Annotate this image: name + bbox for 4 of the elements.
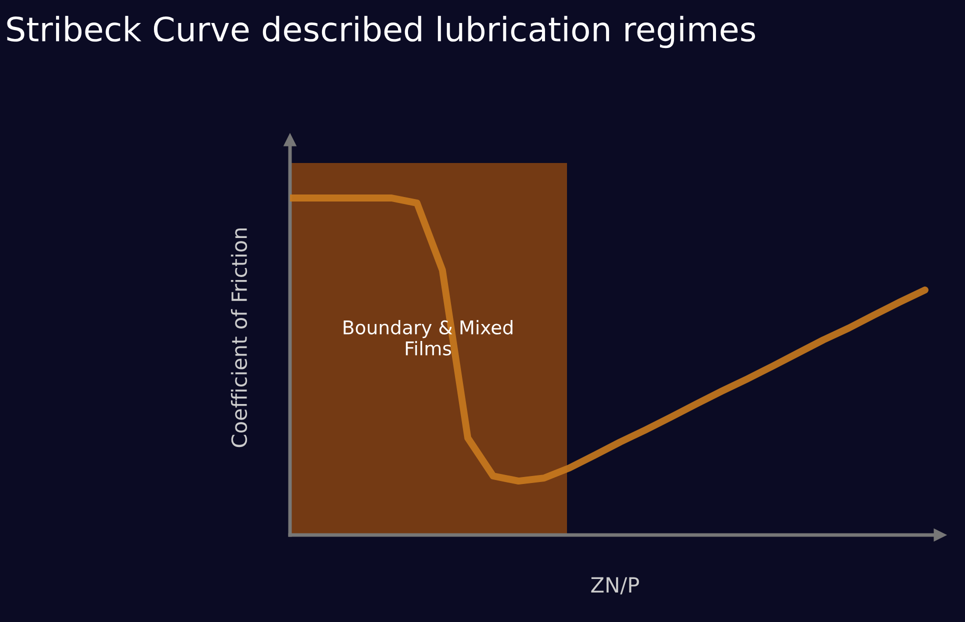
x-axis-title: ZN/P	[591, 577, 640, 594]
y-axis-title: Coefficient of Friction	[230, 228, 248, 448]
annotation: Boundary & Mixed Films	[344, 320, 512, 356]
chart-title: Stribeck Curve described lubrication regimes	[7, 16, 756, 48]
